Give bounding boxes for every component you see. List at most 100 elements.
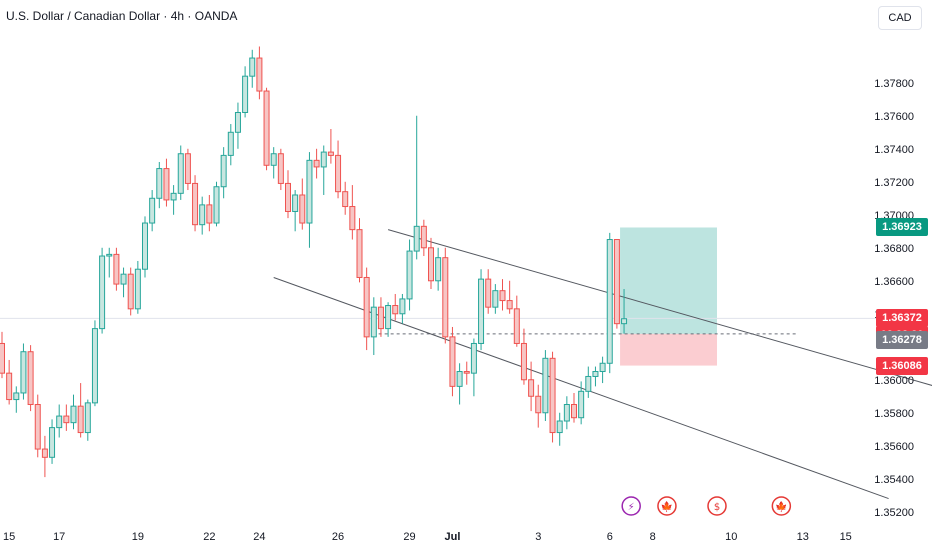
x-tick-label: 8	[650, 531, 656, 543]
candle	[556, 412, 563, 446]
candle-body	[613, 239, 620, 325]
candle-body	[106, 253, 113, 257]
x-tick-label: 10	[725, 531, 737, 543]
candle	[213, 181, 220, 227]
event-ring	[657, 496, 677, 516]
candle	[456, 363, 463, 405]
candle-body	[142, 222, 148, 270]
candle-body	[342, 191, 349, 208]
candle-body	[0, 342, 5, 374]
candle-body	[127, 273, 134, 310]
candle	[206, 194, 213, 232]
canada-flag-icon: 🍁	[657, 496, 677, 516]
canada-flag-icon: 🍁	[771, 496, 792, 516]
candle-body	[292, 194, 299, 212]
candle	[599, 356, 606, 384]
candle	[63, 404, 70, 431]
candle-body	[413, 225, 420, 252]
candle	[49, 419, 56, 464]
candle	[277, 148, 284, 191]
candle	[234, 102, 241, 149]
candle	[420, 219, 427, 257]
currency-button[interactable]: CAD	[878, 6, 922, 30]
event-glyph: 🍁	[775, 500, 787, 513]
candle-body	[270, 153, 277, 166]
stop-zone	[620, 333, 717, 366]
candle-body	[227, 131, 234, 156]
candle	[506, 280, 513, 314]
candle-body	[56, 415, 63, 429]
candle-body	[542, 357, 549, 414]
event-glyph: $	[714, 502, 720, 513]
candle-body	[356, 229, 363, 278]
candle	[370, 297, 377, 356]
candle	[578, 381, 585, 425]
candle-body	[20, 351, 27, 394]
candle-body	[13, 392, 20, 401]
candle-body	[99, 255, 106, 330]
candle	[478, 269, 485, 351]
candle	[413, 115, 420, 260]
candle-body	[528, 379, 535, 397]
candle	[392, 293, 399, 321]
candle	[0, 331, 5, 379]
candle	[163, 158, 170, 207]
stop-price-label: 1.36086	[876, 356, 928, 375]
candle	[20, 343, 27, 400]
candle	[184, 148, 191, 191]
candle	[70, 394, 77, 430]
candle-body	[256, 57, 263, 92]
candle-body	[234, 111, 241, 133]
candle	[56, 404, 63, 438]
candle-body	[335, 154, 342, 193]
candle-body	[449, 336, 456, 387]
candle	[399, 293, 406, 324]
candle	[535, 384, 542, 428]
x-tick-label: 6	[607, 531, 613, 543]
candle-body	[199, 204, 206, 226]
candle	[327, 128, 334, 164]
candle-body	[485, 278, 492, 308]
candle-body	[306, 159, 313, 224]
candle	[156, 161, 163, 209]
candle	[470, 338, 477, 397]
y-tick-label: 1.37400	[874, 144, 914, 156]
y-tick-label: 1.37800	[874, 78, 914, 90]
candle-body	[392, 305, 399, 315]
candle	[306, 152, 313, 248]
candle	[249, 49, 256, 88]
candle	[177, 145, 184, 200]
candle-body	[513, 308, 520, 344]
x-tick-label: 26	[332, 531, 344, 543]
y-tick-label: 1.36000	[874, 375, 914, 387]
candle	[342, 181, 349, 215]
candle-body	[571, 404, 577, 419]
candle-body	[6, 372, 13, 401]
candle-body	[499, 290, 506, 302]
candle	[363, 267, 370, 351]
candle-body	[34, 404, 41, 450]
candle-body	[606, 239, 613, 364]
candle	[242, 66, 249, 118]
candle-body	[177, 153, 184, 194]
candle-body	[285, 182, 291, 212]
candle	[485, 269, 492, 314]
candle	[263, 87, 270, 171]
candle-body	[313, 159, 320, 168]
candle	[34, 394, 41, 458]
candle-body	[585, 375, 592, 392]
candle-body	[377, 306, 384, 330]
candle-body	[435, 257, 442, 282]
candle-body	[41, 448, 48, 458]
candle-body	[263, 90, 270, 166]
candle-body	[192, 182, 199, 226]
x-tick-label: 29	[403, 531, 415, 543]
candle	[313, 148, 320, 179]
y-tick-label: 1.35800	[874, 408, 914, 420]
x-tick-label: 15	[840, 531, 852, 543]
candle-body	[320, 151, 327, 168]
candle	[499, 279, 506, 311]
candle	[428, 237, 434, 290]
candle	[435, 247, 442, 291]
